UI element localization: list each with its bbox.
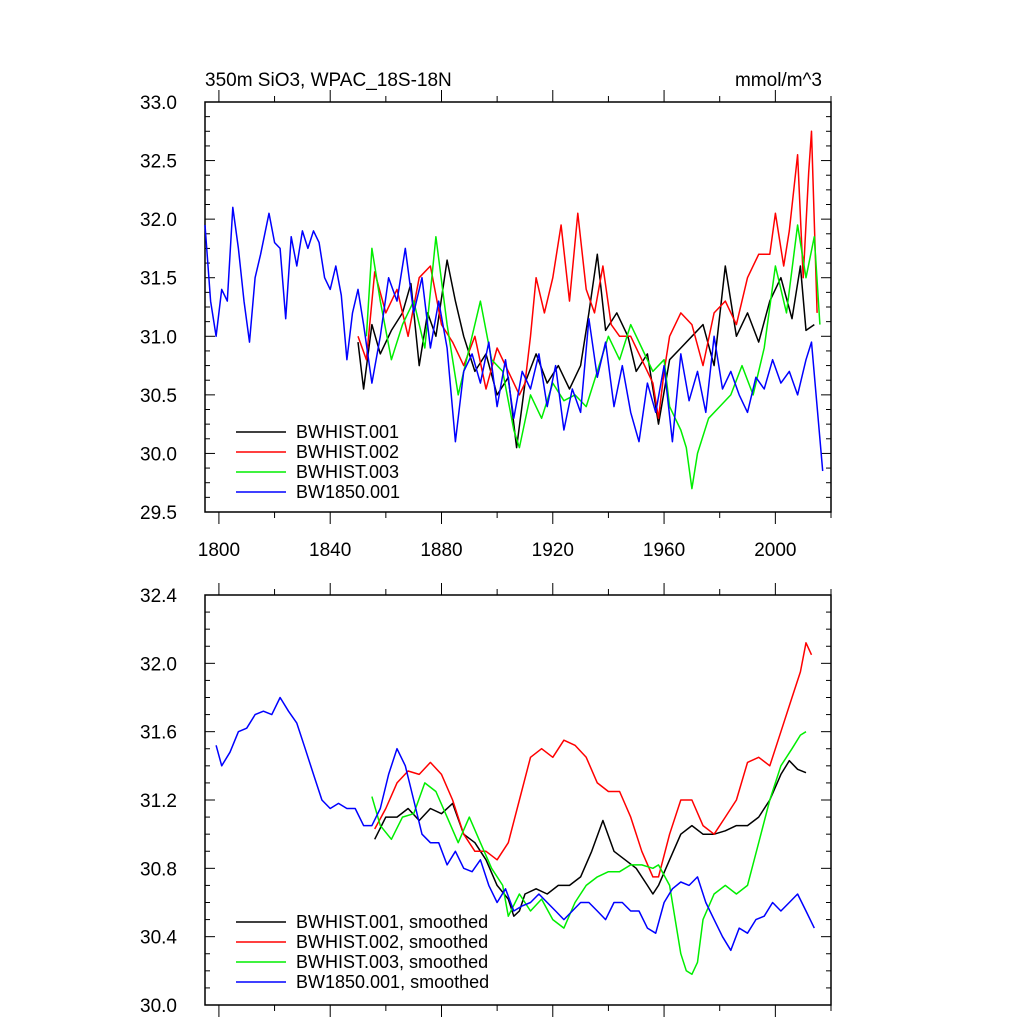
bottom-ticks: 30.0 30.4 30.8 31.2 31.6 32.0 32.4 <box>140 583 832 1017</box>
top-legend-label-1: BWHIST.001 <box>296 422 399 442</box>
bottom-y-tick-label: 30.4 <box>140 928 177 949</box>
top-y-tick-label: 31.5 <box>140 269 177 290</box>
bottom-series-line-4 <box>215 696 815 952</box>
top-series-line-1 <box>357 253 815 449</box>
bottom-y-tick-label: 30.0 <box>140 996 177 1017</box>
bottom-legend-label-3: BWHIST.003, smoothed <box>296 952 488 972</box>
top-x-tick-label: 1960 <box>643 540 685 561</box>
top-y-tick-label: 31.0 <box>140 327 177 348</box>
bottom-series-line-3 <box>371 731 807 976</box>
top-legend-label-3: BWHIST.003 <box>296 462 399 482</box>
top-y-tick-label: 30.5 <box>140 386 177 407</box>
bottom-y-tick-label: 31.2 <box>140 791 177 812</box>
bottom-series-line-2 <box>374 642 813 878</box>
top-series-line-4 <box>204 206 824 472</box>
bottom-legend-label-2: BWHIST.002, smoothed <box>296 932 488 952</box>
bottom-y-tick-label: 31.6 <box>140 723 177 744</box>
top-x-tick-label: 1920 <box>532 540 574 561</box>
top-x-tick-label: 1880 <box>420 540 462 561</box>
top-series-group <box>204 130 824 490</box>
top-y-tick-label: 33.0 <box>140 93 177 114</box>
top-y-tick-label: 32.5 <box>140 152 177 173</box>
top-ticks: 29.5 30.0 30.5 31.0 31.5 32.0 32.5 33.0 1800 1840… <box>140 90 832 561</box>
top-x-tick-label: 1800 <box>198 540 240 561</box>
top-units-label: mmol/m^3 <box>735 70 822 91</box>
bottom-series-line-1 <box>374 759 807 917</box>
top-y-tick-label: 32.0 <box>140 210 177 231</box>
top-legend-label-4: BW1850.001 <box>296 482 400 502</box>
bottom-y-tick-label: 30.8 <box>140 859 177 880</box>
bottom-y-tick-label: 32.0 <box>140 654 177 675</box>
bottom-legend-label-1: BWHIST.001, smoothed <box>296 912 488 932</box>
top-x-tick-label: 2000 <box>754 540 796 561</box>
top-x-tick-label: 1840 <box>309 540 351 561</box>
top-series-line-2 <box>357 130 818 420</box>
top-panel: 350m SiO3, WPAC_18S-18N mmol/m^3 29.5 30.… <box>140 70 832 561</box>
bottom-y-tick-label: 32.4 <box>140 586 177 607</box>
top-legend-label-2: BWHIST.002 <box>296 442 399 462</box>
top-y-tick-label: 30.0 <box>140 444 177 465</box>
bottom-legend-label-4: BW1850.001, smoothed <box>296 972 489 992</box>
top-series-line-3 <box>365 224 821 490</box>
top-chart-title: 350m SiO3, WPAC_18S-18N <box>205 70 452 91</box>
bottom-series-group <box>215 642 815 976</box>
top-y-tick-label: 29.5 <box>140 503 177 524</box>
bottom-panel: 30.0 30.4 30.8 31.2 31.6 32.0 32.4 BWHIST.001,… <box>140 583 832 1017</box>
